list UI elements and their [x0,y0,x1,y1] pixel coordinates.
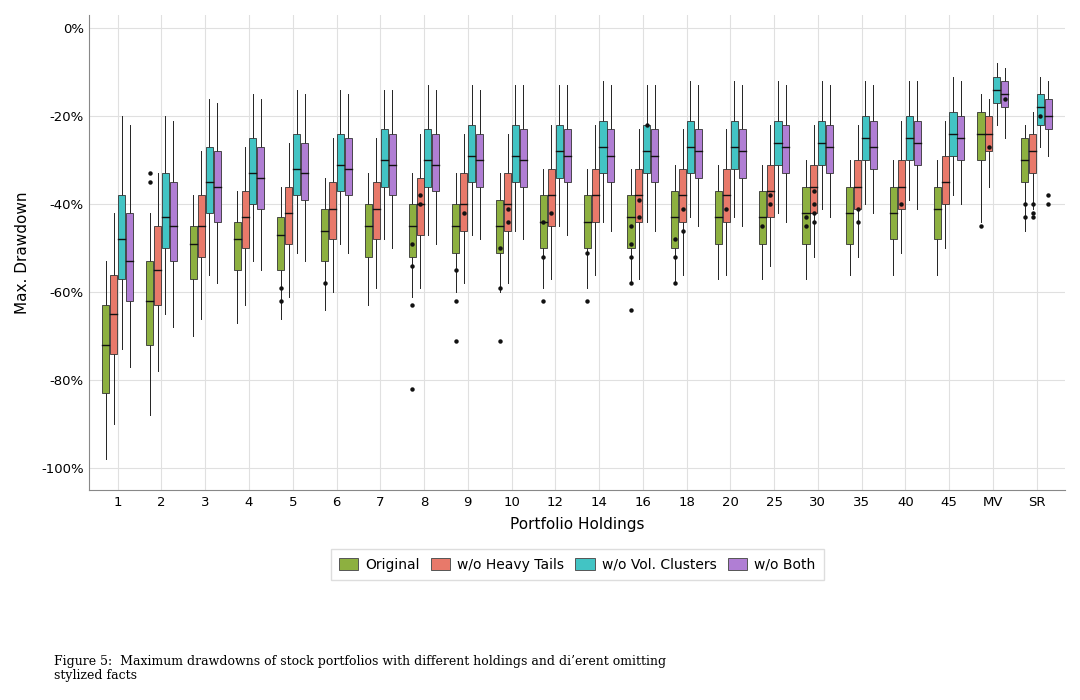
Bar [321,209,328,261]
Bar [417,178,423,235]
Bar [373,182,380,239]
Bar [934,187,941,239]
Bar [453,204,459,253]
Bar [758,191,766,244]
Bar [118,195,125,279]
Bar [146,261,153,345]
Bar [826,125,833,174]
Bar [644,125,650,174]
Bar [739,130,745,178]
Bar [103,305,109,393]
Bar [496,199,503,253]
Bar [782,125,789,174]
Text: Figure 5:  Maximum drawdowns of stock portfolios with different holdings and di’: Figure 5: Maximum drawdowns of stock por… [54,654,666,682]
Bar [635,169,643,222]
Bar [170,182,177,261]
Bar [198,195,205,257]
Bar [802,187,810,244]
Bar [723,169,730,222]
Bar [257,147,265,209]
X-axis label: Portfolio Holdings: Portfolio Holdings [510,517,645,532]
Bar [468,125,475,182]
Bar [548,169,555,226]
Bar [205,147,213,213]
Bar [249,138,256,204]
Bar [679,169,686,222]
Bar [985,116,993,151]
Bar [862,116,869,160]
Bar [854,160,861,209]
Bar [949,112,957,156]
Bar [301,143,308,199]
Bar [512,125,519,182]
Bar [583,195,591,248]
Bar [994,76,1000,103]
Bar [556,125,563,178]
Bar [365,204,372,257]
Bar [599,120,607,174]
Legend: Original, w/o Heavy Tails, w/o Vol. Clusters, w/o Both: Original, w/o Heavy Tails, w/o Vol. Clus… [330,550,824,580]
Bar [389,134,395,195]
Bar [432,134,440,191]
Bar [715,191,723,244]
Bar [847,187,853,244]
Bar [504,174,511,230]
Bar [627,195,635,248]
Bar [233,222,241,270]
Bar [540,195,546,248]
Bar [110,274,118,354]
Bar [329,182,336,239]
Bar [278,218,284,270]
Bar [694,130,702,178]
Bar [380,130,388,187]
Bar [1001,81,1008,107]
Bar [890,187,897,239]
Bar [731,120,738,169]
Bar [293,134,300,195]
Bar [819,120,825,164]
Bar [154,226,161,305]
Bar [126,213,133,301]
Bar [519,130,527,187]
Bar [242,191,248,248]
Bar [914,120,920,164]
Bar [687,120,694,174]
Bar [460,174,468,230]
Bar [651,130,658,182]
Bar [767,164,773,218]
Bar [214,151,220,222]
Bar [190,226,197,279]
Bar [1022,138,1028,182]
Bar [162,174,168,248]
Bar [564,130,570,182]
Bar [607,130,615,182]
Bar [408,204,416,257]
Bar [869,120,877,169]
Bar [1044,99,1052,130]
Bar [1029,134,1036,174]
Bar [942,156,948,204]
Bar [592,169,598,222]
Bar [345,138,352,195]
Bar [977,112,985,160]
Bar [774,120,782,164]
Bar [906,116,913,160]
Bar [897,160,905,209]
Bar [476,134,483,187]
Y-axis label: Max. Drawdown: Max. Drawdown [15,191,30,314]
Bar [1037,94,1044,125]
Bar [957,116,964,160]
Bar [424,130,432,187]
Bar [285,187,293,244]
Bar [810,164,818,213]
Bar [671,191,678,248]
Bar [337,134,345,191]
